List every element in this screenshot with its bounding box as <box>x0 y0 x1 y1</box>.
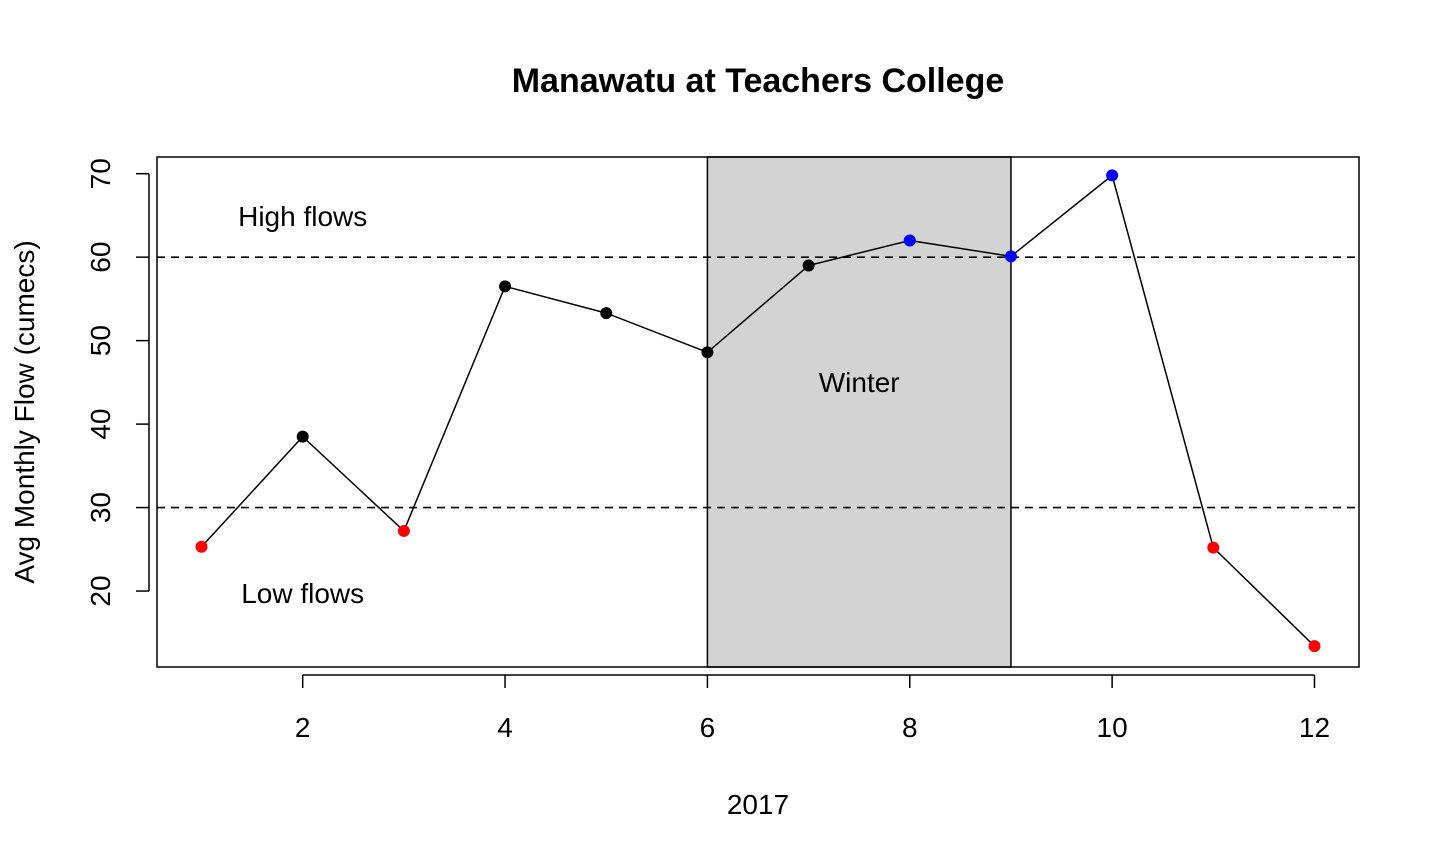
threshold-lines-layer <box>157 256 1359 509</box>
series-line-segment <box>403 286 506 532</box>
y-tick-label: 50 <box>85 325 116 356</box>
data-point <box>296 430 309 443</box>
y-axis: 20 30 40 50 60 70 <box>85 158 150 607</box>
data-point <box>600 307 613 320</box>
series-line-segment <box>504 285 607 314</box>
series-line-segment <box>808 239 910 267</box>
annotation-label: Winter <box>819 367 900 398</box>
plot-frame <box>156 156 1360 668</box>
series-line-segment <box>1010 174 1113 257</box>
y-tick-label: 30 <box>85 492 116 523</box>
annotation-label: High flows <box>238 201 367 232</box>
series-line-segment <box>1111 175 1215 548</box>
chart-title: Manawatu at Teachers College <box>512 62 1005 100</box>
y-axis-label: Avg Monthly Flow (cumecs) <box>9 240 40 583</box>
winter-shaded-region <box>706 156 1012 668</box>
winter-shaded-region-layer <box>706 156 1012 668</box>
series-line-layer <box>200 174 1316 647</box>
data-point <box>903 234 916 247</box>
series-line-segment <box>302 436 405 532</box>
x-tick-label: 8 <box>902 712 918 743</box>
data-point <box>195 540 208 553</box>
x-axis: 2 4 6 8 10 12 <box>295 674 1330 743</box>
data-point <box>1106 169 1119 182</box>
x-tick-label: 12 <box>1299 712 1330 743</box>
data-point <box>1308 640 1321 653</box>
series-line-segment <box>1212 547 1316 647</box>
x-tick-label: 10 <box>1097 712 1128 743</box>
x-tick-label: 6 <box>700 712 716 743</box>
series-line-segment <box>706 264 810 353</box>
x-tick-label: 4 <box>497 712 513 743</box>
series-line-segment <box>200 436 304 548</box>
y-tick-label: 20 <box>85 575 116 606</box>
series-line-segment <box>909 239 1012 258</box>
data-point <box>1207 541 1220 554</box>
annotation-label: Low flows <box>241 578 364 609</box>
data-points-layer <box>195 169 1321 653</box>
y-tick-label: 60 <box>85 242 116 273</box>
x-axis-label: 2017 <box>727 789 789 820</box>
y-tick-label: 40 <box>85 409 116 440</box>
data-point <box>499 280 512 293</box>
data-point <box>802 259 815 272</box>
series-line-segment <box>605 312 708 354</box>
data-point <box>1004 250 1017 263</box>
x-tick-label: 2 <box>295 712 311 743</box>
data-point <box>701 346 714 359</box>
annotations-layer: High flows Low flows Winter <box>238 201 900 609</box>
data-point <box>397 524 410 537</box>
y-tick-label: 70 <box>85 158 116 189</box>
